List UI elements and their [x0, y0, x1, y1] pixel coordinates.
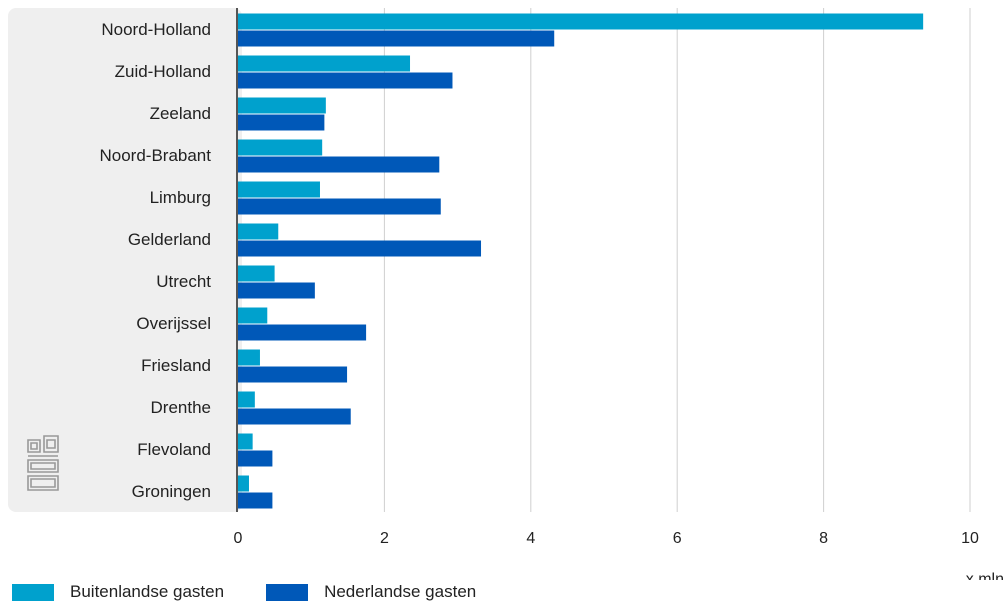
category-label: Noord-Holland	[101, 20, 211, 39]
legend: Buitenlandse gasten Nederlandse gasten	[12, 580, 518, 604]
category-label: Zuid-Holland	[115, 62, 211, 81]
bar-nederlandse	[238, 30, 555, 47]
legend-label-buitenlandse: Buitenlandse gasten	[70, 582, 225, 601]
tick-label: 6	[673, 530, 682, 547]
bar-nederlandse	[238, 72, 453, 89]
bar-buitenlandse	[238, 307, 268, 324]
tick-labels: 0 2 4 6 8 10	[234, 530, 979, 547]
cbs-logo	[27, 435, 59, 491]
category-label: Noord-Brabant	[99, 146, 211, 165]
bar-nederlandse	[238, 156, 440, 173]
bar-buitenlandse	[238, 433, 253, 450]
tick-label: 10	[961, 530, 979, 547]
category-label: Zeeland	[150, 104, 211, 123]
bar-buitenlandse	[238, 55, 411, 72]
category-label: Groningen	[132, 482, 211, 501]
bar-buitenlandse	[238, 265, 275, 282]
tick-label: 0	[234, 530, 243, 547]
category-labels: Noord-Holland Zuid-Holland Zeeland Noord-Br…	[99, 20, 211, 501]
category-label: Friesland	[141, 356, 211, 375]
category-label: Flevoland	[137, 440, 211, 459]
bar-nederlandse	[238, 324, 367, 341]
category-label: Gelderland	[128, 230, 211, 249]
category-label-panel	[8, 8, 242, 512]
category-label: Drenthe	[151, 398, 211, 417]
bar-buitenlandse	[238, 223, 279, 240]
tick-label: 2	[380, 530, 389, 547]
bar-nederlandse	[238, 198, 441, 215]
bar-buitenlandse	[238, 391, 255, 408]
tick-label: 4	[526, 530, 535, 547]
bar-nederlandse	[238, 366, 348, 383]
tick-label: 8	[819, 530, 828, 547]
bar-nederlandse	[238, 408, 351, 425]
legend-label-nederlandse: Nederlandse gasten	[324, 582, 477, 601]
bar-buitenlandse	[238, 181, 320, 198]
bar-buitenlandse	[238, 475, 249, 492]
legend-item-nederlandse: Nederlandse gasten	[266, 582, 476, 602]
bar-nederlandse	[238, 492, 273, 509]
bar-chart: Noord-Holland Zuid-Holland Zeeland Noord-Br…	[8, 8, 1004, 580]
category-label: Overijssel	[136, 314, 211, 333]
gridlines	[383, 8, 971, 512]
bar-buitenlandse	[238, 349, 260, 366]
bar-buitenlandse	[238, 13, 924, 30]
bar-nederlandse	[238, 240, 482, 257]
bars	[238, 13, 924, 509]
bar-buitenlandse	[238, 139, 323, 156]
bar-nederlandse	[238, 282, 315, 299]
unit-label: x mln	[966, 571, 1004, 580]
legend-item-buitenlandse: Buitenlandse gasten	[12, 582, 224, 602]
bar-buitenlandse	[238, 97, 326, 114]
category-label: Utrecht	[156, 272, 211, 291]
legend-swatch-buitenlandse	[12, 583, 54, 601]
legend-swatch-nederlandse	[266, 583, 309, 601]
bar-nederlandse	[238, 114, 325, 131]
category-label: Limburg	[150, 188, 211, 207]
bar-nederlandse	[238, 450, 273, 467]
